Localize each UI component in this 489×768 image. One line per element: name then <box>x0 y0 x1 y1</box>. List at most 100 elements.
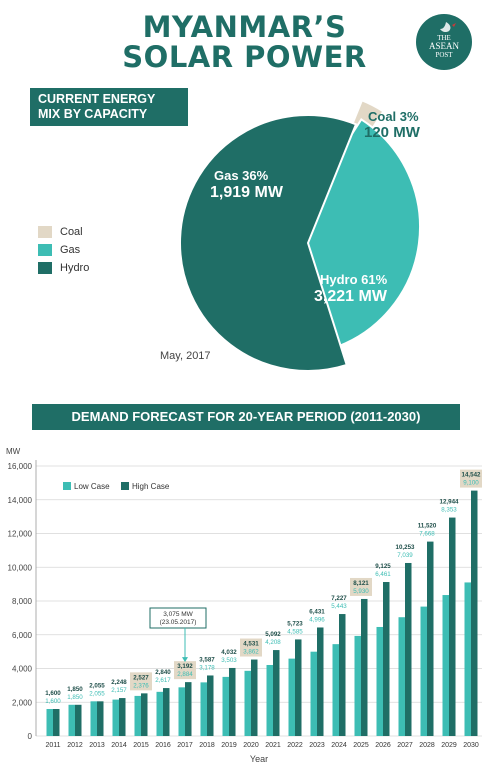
x-tick-label-2020: 2020 <box>243 742 259 749</box>
x-tick-label-2025: 2025 <box>353 742 369 749</box>
coal-mw-label: 120 MW <box>364 124 420 141</box>
y-tick-label: 2,000 <box>12 698 33 707</box>
data-label-low-2027: 7,039 <box>397 552 413 559</box>
y-tick-label: 12,000 <box>8 530 33 539</box>
highlight-box-2030 <box>460 469 482 488</box>
logo-text-the: THE <box>437 34 451 42</box>
annotation-arrow-head <box>182 657 188 663</box>
legend-swatch-low <box>63 482 71 490</box>
x-tick-label-2018: 2018 <box>199 742 215 749</box>
data-label-low-2021: 4,208 <box>265 639 281 646</box>
data-label-high-2012: 1,850 <box>67 686 83 693</box>
y-axis-title: MW <box>6 447 21 456</box>
bar-low-2015 <box>134 695 141 736</box>
x-tick-label-2024: 2024 <box>331 742 347 749</box>
bar-low-2022 <box>288 658 295 736</box>
bar-low-2018 <box>200 682 207 736</box>
logo-text-post: POST <box>435 51 453 59</box>
data-label-low-2018: 3,178 <box>199 664 215 671</box>
data-label-high-2022: 5,723 <box>287 620 303 627</box>
bar-low-2012 <box>68 704 75 736</box>
data-label-low-2012: 1,850 <box>67 694 83 701</box>
x-tick-label-2023: 2023 <box>309 742 325 749</box>
x-tick-label-2030: 2030 <box>463 742 479 749</box>
data-label-high-2017: 3,192 <box>177 663 193 670</box>
legend-label-hydro: Hydro <box>60 262 90 274</box>
legend-label-low: Low Case <box>74 482 110 491</box>
gas-percent-label: Gas 36% <box>214 168 269 183</box>
bar-low-2017 <box>178 687 185 736</box>
x-tick-label-2014: 2014 <box>111 742 127 749</box>
logo-text-asean: ASEAN <box>428 41 459 51</box>
data-label-low-2028: 7,668 <box>419 531 435 538</box>
legend-swatch-gas <box>38 244 52 256</box>
data-label-high-2011: 1,600 <box>45 690 61 697</box>
bar-high-2028 <box>427 541 434 736</box>
bar-low-2016 <box>156 691 163 736</box>
x-tick-label-2016: 2016 <box>155 742 171 749</box>
bar-low-2026 <box>376 626 383 736</box>
pie-date: May, 2017 <box>160 350 211 362</box>
data-label-high-2021: 5,092 <box>265 631 281 638</box>
data-label-high-2023: 6,431 <box>309 608 325 615</box>
bar-low-2024 <box>332 644 339 736</box>
data-label-high-2013: 2,055 <box>89 682 105 689</box>
data-label-high-2024: 7,227 <box>331 595 347 602</box>
y-tick-label: 16,000 <box>8 462 33 471</box>
y-tick-label: 4,000 <box>12 665 33 674</box>
bar-high-2012 <box>75 704 82 736</box>
bar-high-2022 <box>295 639 302 736</box>
x-tick-label-2028: 2028 <box>419 742 435 749</box>
x-tick-label-2012: 2012 <box>67 742 83 749</box>
data-label-low-2022: 4,585 <box>287 628 303 635</box>
data-label-low-2016: 2,617 <box>155 677 171 684</box>
highlight-box-2025 <box>350 577 372 596</box>
x-tick-label-2011: 2011 <box>45 742 60 749</box>
data-label-low-2011: 1,600 <box>45 698 61 705</box>
bar-high-2014 <box>119 698 126 736</box>
bar-high-2023 <box>317 627 324 736</box>
coal-percent-label: Coal 3% <box>368 109 419 124</box>
data-label-high-2015: 2,527 <box>133 674 149 681</box>
bar-low-2019 <box>222 676 229 736</box>
bar-low-2020 <box>244 670 251 736</box>
x-tick-label-2019: 2019 <box>221 742 237 749</box>
bar-high-2030 <box>471 490 478 736</box>
y-tick-label: 14,000 <box>8 496 33 505</box>
data-label-high-2029: 12,944 <box>440 499 459 506</box>
pie-section-banner: CURRENT ENERGY MIX BY CAPACITY <box>30 88 188 126</box>
data-label-low-2025: 5,930 <box>353 588 369 595</box>
x-tick-label-2017: 2017 <box>177 742 193 749</box>
data-label-low-2026: 6,461 <box>375 571 391 578</box>
bar-high-2021 <box>273 650 280 736</box>
bar-high-2026 <box>383 582 390 736</box>
legend-label-high: High Case <box>132 482 170 491</box>
bar-high-2020 <box>251 659 258 736</box>
bar-high-2019 <box>229 667 236 736</box>
data-label-high-2030: 14,542 <box>462 472 481 479</box>
legend-label-gas: Gas <box>60 244 81 256</box>
bar-high-2017 <box>185 682 192 736</box>
pie-chart <box>179 99 421 372</box>
bar-low-2013 <box>90 701 97 736</box>
bar-low-2025 <box>354 635 361 736</box>
x-tick-label-2022: 2022 <box>287 742 303 749</box>
bird-icon <box>440 22 456 33</box>
bar-high-2018 <box>207 675 214 736</box>
bar-low-2011 <box>46 709 53 736</box>
bar-low-2014 <box>112 699 119 736</box>
gas-mw-label: 1,919 MW <box>210 184 283 201</box>
data-label-high-2016: 2,840 <box>155 669 171 676</box>
bar-high-2013 <box>97 701 104 736</box>
y-tick-label: 8,000 <box>12 597 33 606</box>
asean-post-logo: THE ASEAN POST <box>416 14 472 70</box>
pie-banner-line-2: MIX BY CAPACITY <box>38 107 148 121</box>
bar-high-2025 <box>361 598 368 736</box>
data-label-high-2020: 4,531 <box>243 641 259 648</box>
x-axis-title: Year <box>250 754 268 764</box>
x-tick-label-2021: 2021 <box>265 742 281 749</box>
annotation-value: 3,075 MW <box>163 611 193 618</box>
legend-swatch-high <box>121 482 129 490</box>
y-tick-label: 6,000 <box>12 631 33 640</box>
bar-low-2027 <box>398 617 405 736</box>
